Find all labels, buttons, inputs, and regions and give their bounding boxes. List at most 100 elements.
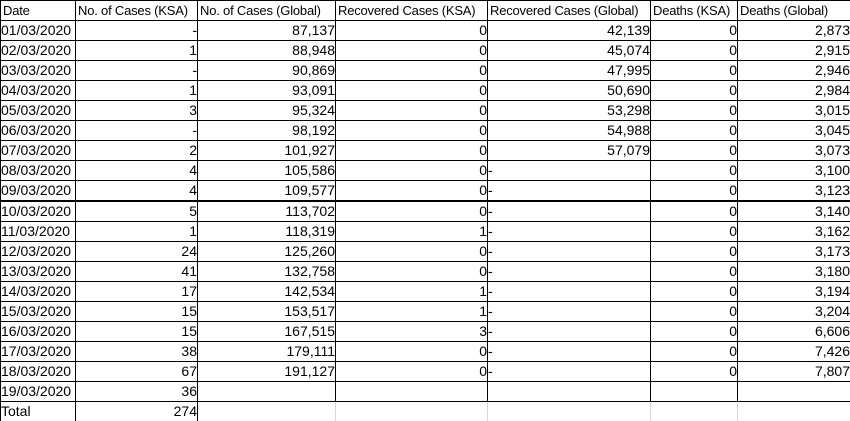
cell-recovered_ksa[interactable]: 0 xyxy=(335,120,488,141)
cell-deaths_global[interactable]: 3,100 xyxy=(737,160,850,181)
cell-deaths_ksa[interactable]: 0 xyxy=(650,120,738,141)
cell-recovered_global[interactable]: - xyxy=(487,261,651,282)
cell-date[interactable]: 13/03/2020 xyxy=(0,261,76,282)
cell-deaths_global[interactable] xyxy=(737,381,850,402)
cell-date[interactable]: 12/03/2020 xyxy=(0,241,76,262)
cell-cases_ksa[interactable]: 3 xyxy=(75,100,198,121)
cell-recovered_ksa[interactable]: 0 xyxy=(335,160,488,181)
cell-cases_global[interactable] xyxy=(197,381,336,402)
column-header-deaths-ksa[interactable]: Deaths (KSA) xyxy=(650,0,738,21)
cell-deaths_ksa[interactable]: 0 xyxy=(650,341,738,362)
cell-recovered_ksa[interactable] xyxy=(335,381,488,402)
cell-recovered_global[interactable]: 50,690 xyxy=(487,80,651,101)
cell-date[interactable]: 02/03/2020 xyxy=(0,40,76,61)
cell-date[interactable]: 01/03/2020 xyxy=(0,20,76,41)
cell-date[interactable]: 17/03/2020 xyxy=(0,341,76,362)
cell-recovered_global[interactable]: - xyxy=(487,180,651,202)
cell-recovered_ksa[interactable]: 3 xyxy=(335,321,488,342)
cell-deaths_global[interactable]: 3,204 xyxy=(737,301,850,322)
cell-cases_global[interactable]: 153,517 xyxy=(197,301,336,322)
column-header-date[interactable]: Date xyxy=(0,0,76,21)
cell-date[interactable]: 06/03/2020 xyxy=(0,120,76,141)
cell-recovered_ksa[interactable]: 0 xyxy=(335,80,488,101)
cell-deaths_ksa[interactable]: 0 xyxy=(650,321,738,342)
cell-cases_ksa[interactable]: 4 xyxy=(75,160,198,181)
cell-cases_ksa[interactable]: - xyxy=(75,20,198,41)
cell-deaths_global[interactable]: 2,915 xyxy=(737,40,850,61)
column-header-deaths-global[interactable]: Deaths (Global) xyxy=(737,0,850,21)
cell-cases_ksa[interactable]: 67 xyxy=(75,361,198,382)
cell-cases_global[interactable]: 90,869 xyxy=(197,60,336,81)
cell-cases_ksa[interactable]: 36 xyxy=(75,381,198,402)
cell-recovered_ksa[interactable]: 0 xyxy=(335,200,488,222)
cell-recovered_global[interactable]: - xyxy=(487,160,651,181)
cell-cases_global[interactable]: 113,702 xyxy=(197,200,336,222)
cell-date[interactable]: 07/03/2020 xyxy=(0,140,76,161)
cell-deaths_global[interactable]: 3,015 xyxy=(737,100,850,121)
cell-date[interactable]: 19/03/2020 xyxy=(0,381,76,402)
cell-deaths_global[interactable]: 7,807 xyxy=(737,361,850,382)
total-label[interactable]: Total xyxy=(0,401,76,421)
total-cases-ksa[interactable]: 274 xyxy=(75,401,198,421)
cell-date[interactable]: 11/03/2020 xyxy=(0,221,76,242)
cell-deaths_ksa[interactable]: 0 xyxy=(650,221,738,242)
cell-recovered_global[interactable]: - xyxy=(487,281,651,302)
cell-deaths_global[interactable]: 3,173 xyxy=(737,241,850,262)
cell-recovered_ksa[interactable]: 0 xyxy=(335,361,488,382)
cell-cases_ksa[interactable]: 41 xyxy=(75,261,198,282)
cell-cases_global[interactable]: 118,319 xyxy=(197,221,336,242)
column-header-cases-ksa[interactable]: No. of Cases (KSA) xyxy=(75,0,198,21)
cell-cases_global[interactable]: 109,577 xyxy=(197,180,336,202)
cell-cases_global[interactable]: 95,324 xyxy=(197,100,336,121)
cell-date[interactable]: 10/03/2020 xyxy=(0,200,76,222)
cell-deaths_ksa[interactable]: 0 xyxy=(650,140,738,161)
column-header-cases-global[interactable]: No. of Cases (Global) xyxy=(197,0,336,21)
cell-recovered_ksa[interactable]: 0 xyxy=(335,261,488,282)
cell-cases_ksa[interactable]: 1 xyxy=(75,80,198,101)
cell-recovered_ksa[interactable]: 1 xyxy=(335,301,488,322)
cell-deaths_ksa[interactable]: 0 xyxy=(650,40,738,61)
cell-deaths_ksa[interactable]: 0 xyxy=(650,60,738,81)
cell-deaths_ksa[interactable]: 0 xyxy=(650,200,738,222)
cell-date[interactable]: 09/03/2020 xyxy=(0,180,76,202)
cell-recovered_ksa[interactable]: 0 xyxy=(335,40,488,61)
cell-cases_global[interactable]: 179,111 xyxy=(197,341,336,362)
cell-cases_ksa[interactable]: 2 xyxy=(75,140,198,161)
cell-recovered_global[interactable]: 54,988 xyxy=(487,120,651,141)
cell-deaths_global[interactable]: 3,194 xyxy=(737,281,850,302)
cell-deaths_ksa[interactable]: 0 xyxy=(650,160,738,181)
cell-cases_global[interactable]: 105,586 xyxy=(197,160,336,181)
cell-deaths_global[interactable]: 3,073 xyxy=(737,140,850,161)
cell-deaths_ksa[interactable]: 0 xyxy=(650,80,738,101)
cell-cases_global[interactable]: 132,758 xyxy=(197,261,336,282)
cell-cases_ksa[interactable]: 1 xyxy=(75,40,198,61)
cell-recovered_ksa[interactable]: 0 xyxy=(335,180,488,202)
cell-recovered_global[interactable] xyxy=(487,381,651,402)
cell-recovered_ksa[interactable]: 0 xyxy=(335,241,488,262)
empty-cell[interactable] xyxy=(335,401,488,421)
cell-cases_global[interactable]: 191,127 xyxy=(197,361,336,382)
cell-recovered_ksa[interactable]: 0 xyxy=(335,20,488,41)
cell-recovered_global[interactable]: - xyxy=(487,301,651,322)
cell-date[interactable]: 04/03/2020 xyxy=(0,80,76,101)
cell-recovered_ksa[interactable]: 0 xyxy=(335,341,488,362)
cell-recovered_global[interactable]: 53,298 xyxy=(487,100,651,121)
cell-deaths_global[interactable]: 3,162 xyxy=(737,221,850,242)
cell-recovered_global[interactable]: 57,079 xyxy=(487,140,651,161)
column-header-recovered-ksa[interactable]: Recovered Cases (KSA) xyxy=(335,0,488,21)
cell-cases_ksa[interactable]: 17 xyxy=(75,281,198,302)
cell-deaths_ksa[interactable]: 0 xyxy=(650,20,738,41)
cell-cases_global[interactable]: 98,192 xyxy=(197,120,336,141)
cell-recovered_global[interactable]: - xyxy=(487,361,651,382)
cell-deaths_ksa[interactable]: 0 xyxy=(650,281,738,302)
cell-deaths_global[interactable]: 6,606 xyxy=(737,321,850,342)
cell-cases_global[interactable]: 142,534 xyxy=(197,281,336,302)
cell-cases_ksa[interactable]: 15 xyxy=(75,301,198,322)
cell-deaths_ksa[interactable]: 0 xyxy=(650,301,738,322)
cell-deaths_ksa[interactable]: 0 xyxy=(650,261,738,282)
empty-cell[interactable] xyxy=(197,401,336,421)
cell-deaths_ksa[interactable]: 0 xyxy=(650,361,738,382)
cell-cases_ksa[interactable]: 24 xyxy=(75,241,198,262)
cell-cases_ksa[interactable]: 38 xyxy=(75,341,198,362)
cell-deaths_global[interactable]: 2,946 xyxy=(737,60,850,81)
